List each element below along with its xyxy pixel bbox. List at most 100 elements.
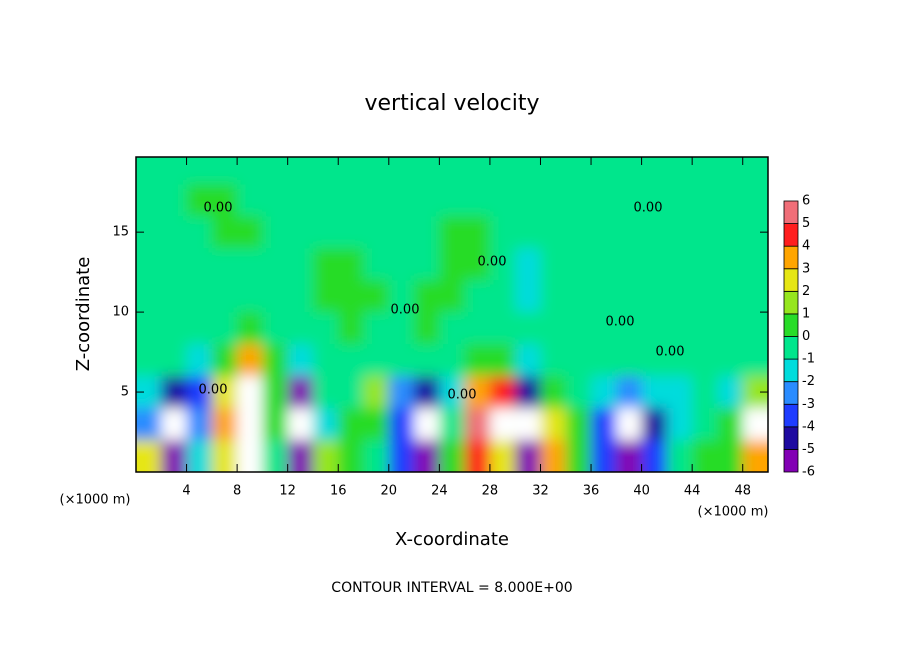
field-cell bbox=[565, 408, 592, 441]
field-cell bbox=[363, 216, 389, 249]
field-cell bbox=[338, 248, 364, 281]
field-cell bbox=[287, 408, 313, 441]
colorbar-label: -3 bbox=[802, 397, 815, 412]
field-cell bbox=[186, 216, 212, 249]
field-cell bbox=[565, 440, 592, 472]
field-cell bbox=[237, 312, 263, 345]
field-cell bbox=[464, 157, 490, 185]
field-cell bbox=[211, 216, 238, 249]
field-cell bbox=[439, 344, 465, 377]
field-cell bbox=[388, 216, 415, 249]
field-cell bbox=[489, 408, 516, 441]
field-cell bbox=[717, 184, 743, 217]
x-tick-label: 24 bbox=[431, 484, 448, 499]
field-cell bbox=[742, 184, 768, 217]
field-cell bbox=[591, 248, 617, 281]
field-cell bbox=[388, 312, 415, 345]
field-cell bbox=[464, 248, 490, 281]
field-cell bbox=[414, 184, 440, 217]
field-cell bbox=[717, 248, 743, 281]
field-cell bbox=[211, 157, 238, 185]
colorbar-swatch bbox=[783, 381, 799, 405]
field-cell bbox=[237, 344, 263, 377]
field-cell bbox=[591, 344, 617, 377]
field-cell bbox=[540, 280, 566, 313]
field-cell bbox=[414, 248, 440, 281]
field-cell bbox=[161, 216, 187, 249]
field-cell bbox=[489, 440, 516, 472]
field-cell bbox=[717, 157, 743, 185]
field-cell bbox=[136, 248, 162, 281]
field-cell bbox=[414, 312, 440, 345]
x-tick-label: 40 bbox=[633, 484, 650, 499]
field-cell bbox=[312, 216, 339, 249]
field-cell bbox=[211, 312, 238, 345]
colorbar-label: -6 bbox=[802, 465, 815, 480]
colorbar-label: -4 bbox=[802, 419, 815, 434]
field-cell bbox=[312, 157, 339, 185]
field-cell bbox=[641, 312, 667, 345]
field-cell bbox=[186, 280, 212, 313]
field-cell bbox=[565, 248, 592, 281]
colorbar-label: 2 bbox=[802, 284, 810, 299]
field-cell bbox=[717, 312, 743, 345]
field-cell bbox=[287, 280, 313, 313]
field-cell bbox=[489, 312, 516, 345]
x-tick-label: 44 bbox=[684, 484, 701, 499]
field-cell bbox=[262, 280, 288, 313]
y-tick-label: 10 bbox=[112, 305, 129, 320]
field-cell bbox=[363, 157, 389, 185]
field-cell bbox=[363, 312, 389, 345]
x-tick-label: 16 bbox=[330, 484, 347, 499]
field-cell bbox=[338, 184, 364, 217]
field-cell bbox=[489, 280, 516, 313]
contour-label: 0.00 bbox=[199, 383, 228, 398]
x-tick-label: 48 bbox=[734, 484, 751, 499]
field-cell bbox=[211, 280, 238, 313]
field-cell bbox=[237, 440, 263, 472]
colorbar-swatch bbox=[783, 336, 799, 360]
field-cell bbox=[287, 440, 313, 472]
field-cell bbox=[186, 344, 212, 377]
field-cell bbox=[211, 440, 238, 472]
field-cell bbox=[363, 376, 389, 409]
field-cell bbox=[237, 184, 263, 217]
field-cell bbox=[666, 440, 693, 472]
field-cell bbox=[388, 184, 415, 217]
field-cell bbox=[641, 157, 667, 185]
field-cell bbox=[742, 408, 768, 441]
field-cell bbox=[414, 440, 440, 472]
field-cell bbox=[338, 376, 364, 409]
contour-label: 0.00 bbox=[391, 303, 420, 318]
field-cell bbox=[565, 157, 592, 185]
contour-label: 0.00 bbox=[634, 201, 663, 216]
field-cell bbox=[616, 280, 642, 313]
field-cell bbox=[692, 344, 718, 377]
field-cell bbox=[312, 312, 339, 345]
field-cell bbox=[666, 248, 693, 281]
field-cell bbox=[312, 376, 339, 409]
field-cell bbox=[464, 184, 490, 217]
field-cell bbox=[692, 216, 718, 249]
field-cell bbox=[136, 184, 162, 217]
field-clip bbox=[136, 157, 768, 472]
field-cell bbox=[666, 157, 693, 185]
field-cell bbox=[515, 408, 541, 441]
field-cell bbox=[742, 312, 768, 345]
field-cell bbox=[641, 440, 667, 472]
field-cell bbox=[439, 312, 465, 345]
colorbar-label: -5 bbox=[802, 442, 815, 457]
field-cell bbox=[439, 280, 465, 313]
field-cell bbox=[666, 312, 693, 345]
field-cell bbox=[464, 344, 490, 377]
colorbar-swatch bbox=[783, 313, 799, 337]
field-cell bbox=[414, 216, 440, 249]
field-cell bbox=[237, 248, 263, 281]
field-cell bbox=[338, 280, 364, 313]
field-cell bbox=[414, 408, 440, 441]
field-cell bbox=[641, 216, 667, 249]
field-cell bbox=[616, 312, 642, 345]
field-cell bbox=[565, 280, 592, 313]
field-cell bbox=[641, 184, 667, 217]
